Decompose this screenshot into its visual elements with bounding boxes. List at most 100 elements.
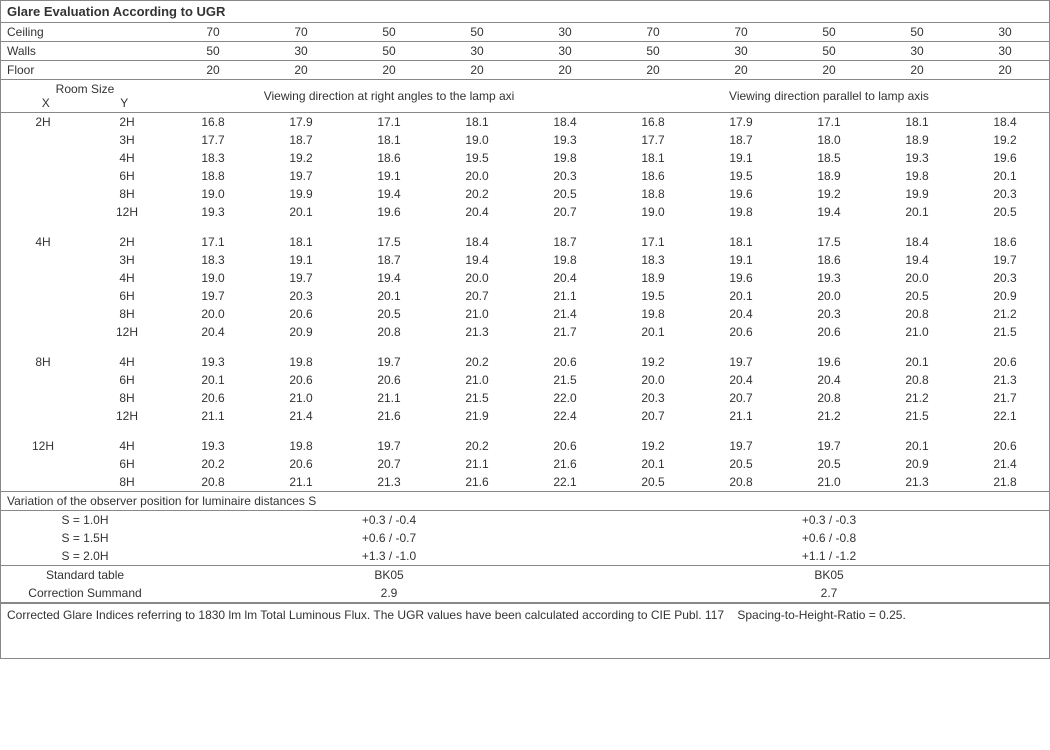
ugr-value: 20.5 — [785, 455, 873, 473]
correction-value-parallel: 2.7 — [609, 584, 1049, 603]
ugr-value: 20.9 — [257, 323, 345, 341]
reflectance-value: 20 — [521, 61, 609, 80]
ugr-value: 19.7 — [961, 251, 1049, 269]
ugr-value: 18.1 — [609, 149, 697, 167]
ugr-value: 20.6 — [785, 323, 873, 341]
variation-value-parallel: +0.6 / -0.8 — [609, 529, 1049, 547]
ugr-value: 19.7 — [169, 287, 257, 305]
room-x — [1, 203, 85, 221]
ugr-value: 17.9 — [697, 113, 785, 131]
ugr-value: 19.6 — [785, 353, 873, 371]
ugr-value: 20.8 — [345, 323, 433, 341]
ugr-value: 18.9 — [785, 167, 873, 185]
ugr-value: 21.5 — [433, 389, 521, 407]
ugr-value: 18.7 — [257, 131, 345, 149]
ugr-value: 20.0 — [169, 305, 257, 323]
ugr-value: 20.1 — [873, 203, 961, 221]
variation-label: S = 1.5H — [1, 529, 169, 547]
ugr-value: 21.2 — [873, 389, 961, 407]
ugr-value: 20.1 — [169, 371, 257, 389]
room-x — [1, 305, 85, 323]
ugr-value: 20.6 — [961, 353, 1049, 371]
table-title: Glare Evaluation According to UGR — [1, 1, 1049, 23]
ugr-value: 21.3 — [961, 371, 1049, 389]
ugr-value: 20.7 — [433, 287, 521, 305]
ugr-value: 20.8 — [873, 371, 961, 389]
ugr-value: 19.6 — [961, 149, 1049, 167]
room-y: 3H — [85, 251, 169, 269]
reflectance-table: Ceiling70705050307070505030Walls50305030… — [1, 23, 1049, 80]
reflectance-value: 50 — [785, 23, 873, 42]
ugr-value: 19.7 — [345, 437, 433, 455]
footnote: Corrected Glare Indices referring to 183… — [1, 603, 1049, 658]
ugr-value: 19.1 — [257, 251, 345, 269]
reflectance-value: 30 — [521, 42, 609, 61]
ugr-value: 18.3 — [609, 251, 697, 269]
ugr-value: 21.1 — [345, 389, 433, 407]
ugr-value: 19.7 — [697, 437, 785, 455]
direction-header-table: Room Size XY Viewing direction at right … — [1, 80, 1049, 113]
room-x — [1, 323, 85, 341]
x-label: X — [7, 96, 85, 110]
variation-value-right: +1.3 / -1.0 — [169, 547, 609, 566]
ugr-value: 21.3 — [873, 473, 961, 491]
ugr-value: 19.7 — [785, 437, 873, 455]
ugr-value: 20.5 — [873, 287, 961, 305]
ugr-value: 20.6 — [697, 323, 785, 341]
reflectance-value: 30 — [961, 23, 1049, 42]
room-x — [1, 167, 85, 185]
ugr-value: 20.3 — [785, 305, 873, 323]
ugr-value: 18.6 — [345, 149, 433, 167]
variation-title: Variation of the observer position for l… — [1, 492, 1049, 511]
ugr-value: 20.2 — [433, 437, 521, 455]
ugr-value: 20.4 — [521, 269, 609, 287]
room-y: 8H — [85, 389, 169, 407]
reflectance-value: 20 — [257, 61, 345, 80]
ugr-value: 20.4 — [169, 323, 257, 341]
ugr-value: 21.1 — [521, 287, 609, 305]
ugr-value: 21.5 — [961, 323, 1049, 341]
room-x — [1, 389, 85, 407]
ugr-value: 20.6 — [169, 389, 257, 407]
ugr-value: 16.8 — [169, 113, 257, 131]
ugr-value: 20.5 — [521, 185, 609, 203]
room-x: 4H — [1, 233, 85, 251]
ugr-value: 17.1 — [609, 233, 697, 251]
room-y: 4H — [85, 353, 169, 371]
ugr-value: 19.5 — [433, 149, 521, 167]
reflectance-value: 70 — [169, 23, 257, 42]
ugr-value: 18.6 — [609, 167, 697, 185]
reflectance-value: 20 — [961, 61, 1049, 80]
ugr-value: 20.8 — [697, 473, 785, 491]
ugr-value: 18.4 — [873, 233, 961, 251]
reflectance-value: 50 — [345, 23, 433, 42]
ugr-value: 20.9 — [961, 287, 1049, 305]
ugr-value: 19.9 — [873, 185, 961, 203]
reflectance-value: 50 — [433, 23, 521, 42]
ugr-value: 19.4 — [873, 251, 961, 269]
ugr-value: 20.1 — [697, 287, 785, 305]
ugr-value: 18.3 — [169, 149, 257, 167]
ugr-value: 20.0 — [609, 371, 697, 389]
ugr-value: 19.7 — [345, 353, 433, 371]
reflectance-value: 30 — [961, 42, 1049, 61]
ugr-value: 20.9 — [873, 455, 961, 473]
ugr-value: 19.0 — [169, 185, 257, 203]
room-y: 3H — [85, 131, 169, 149]
ugr-value: 19.1 — [697, 149, 785, 167]
ugr-value: 20.5 — [609, 473, 697, 491]
ugr-value: 18.1 — [433, 113, 521, 131]
reflectance-value: 20 — [609, 61, 697, 80]
ugr-value: 20.8 — [785, 389, 873, 407]
ugr-value: 22.4 — [521, 407, 609, 425]
ugr-value: 20.7 — [609, 407, 697, 425]
ugr-value: 21.0 — [433, 371, 521, 389]
ugr-value: 21.1 — [433, 455, 521, 473]
variation-table: Variation of the observer position for l… — [1, 491, 1049, 603]
ugr-value: 19.5 — [609, 287, 697, 305]
ugr-value: 20.3 — [961, 185, 1049, 203]
ugr-value: 21.0 — [873, 323, 961, 341]
variation-value-parallel: +1.1 / -1.2 — [609, 547, 1049, 566]
direction-parallel-header: Viewing direction parallel to lamp axis — [609, 80, 1049, 113]
ugr-value: 19.4 — [345, 185, 433, 203]
